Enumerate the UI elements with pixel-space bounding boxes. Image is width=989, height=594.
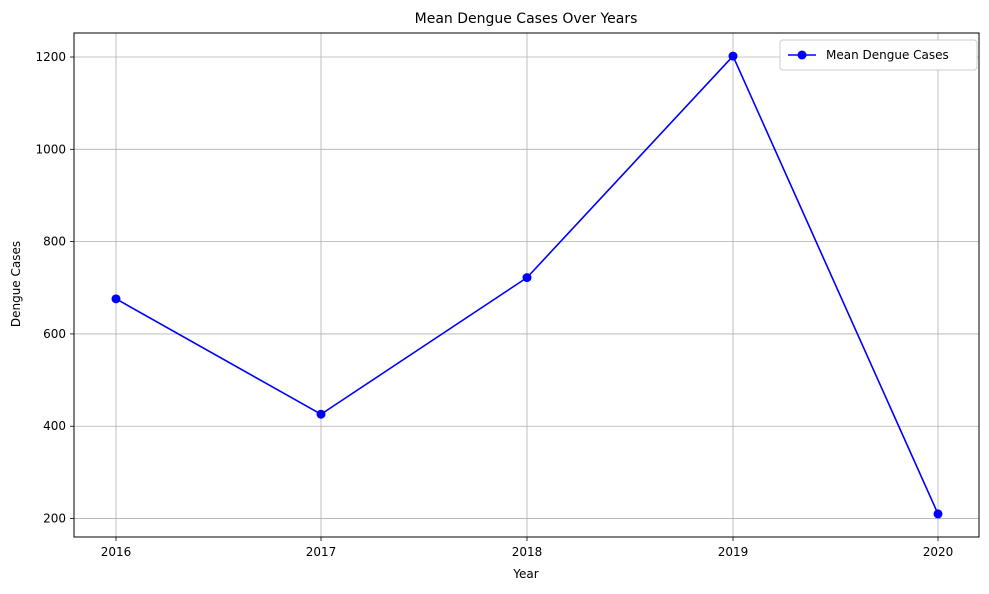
legend-box: [779, 39, 978, 71]
y-tick-label: 1000: [35, 142, 66, 156]
x-tick-label: 2019: [718, 545, 749, 559]
x-tick-label: 2020: [923, 545, 954, 559]
y-tick-label: 600: [43, 327, 66, 341]
y-tick-label: 1200: [35, 50, 66, 64]
legend: Mean Dengue Cases: [779, 39, 978, 71]
data-point: [111, 294, 121, 304]
data-point: [522, 273, 532, 283]
x-axis-label: Year: [512, 567, 538, 581]
data-point: [933, 509, 943, 519]
data-point: [728, 51, 738, 61]
y-axis-label: Dengue Cases: [9, 241, 23, 327]
x-tick-label: 2016: [101, 545, 132, 559]
legend-label: Mean Dengue Cases: [826, 48, 949, 62]
y-tick-label: 800: [43, 235, 66, 249]
plot-frame: [73, 32, 980, 538]
data-point: [316, 409, 326, 419]
y-tick-label: 400: [43, 419, 66, 433]
y-tick-label: 200: [43, 512, 66, 526]
data-series: [111, 51, 943, 519]
chart-title: Mean Dengue Cases Over Years: [415, 11, 638, 27]
grid-lines: [74, 33, 979, 537]
x-tick-label: 2018: [512, 545, 543, 559]
legend-marker: [797, 50, 807, 60]
axes: 2016 2017 2018 2019 2020 200 400 600 800 1000 1200: [35, 50, 953, 559]
x-tick-label: 2017: [306, 545, 337, 559]
